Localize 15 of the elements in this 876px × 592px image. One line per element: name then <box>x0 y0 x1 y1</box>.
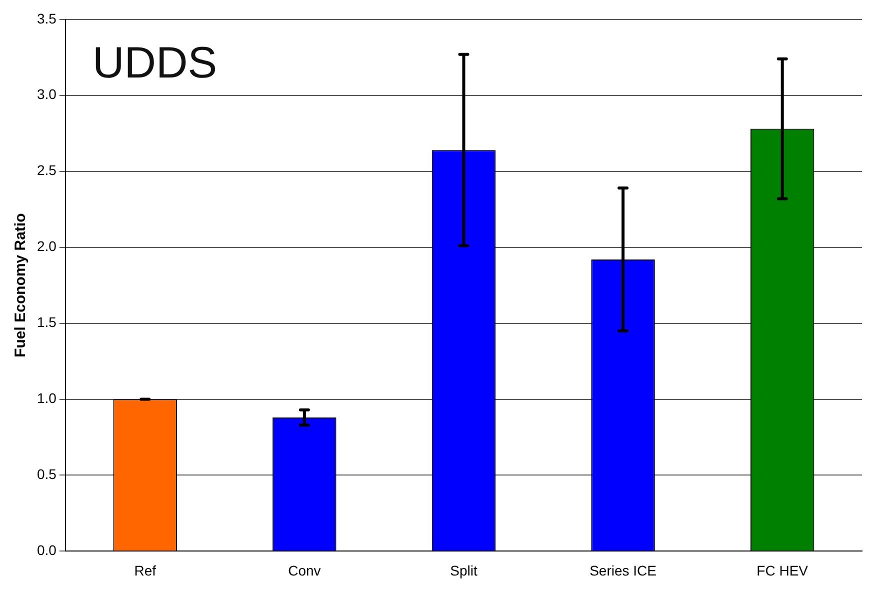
x-tick-label: Ref <box>134 562 156 578</box>
y-tick-label: 3.0 <box>36 86 57 102</box>
x-tick-label: FC HEV <box>756 562 809 578</box>
y-tick-label: 0.5 <box>36 466 57 482</box>
y-tick-label: 1.0 <box>36 390 57 406</box>
y-tick-label: 1.5 <box>36 314 57 330</box>
y-tick-label: 2.0 <box>36 238 57 254</box>
y-axis-title: Fuel Economy Ratio <box>12 213 30 358</box>
y-tick-label: 2.5 <box>36 162 57 178</box>
x-tick-label: Conv <box>288 562 321 578</box>
x-tick-label: Series ICE <box>590 562 656 578</box>
y-tick-label: 3.5 <box>36 10 57 26</box>
chart-title: UDDS <box>92 38 218 88</box>
x-tick-label: Split <box>450 562 478 578</box>
y-tick-label: 0.0 <box>36 542 57 558</box>
